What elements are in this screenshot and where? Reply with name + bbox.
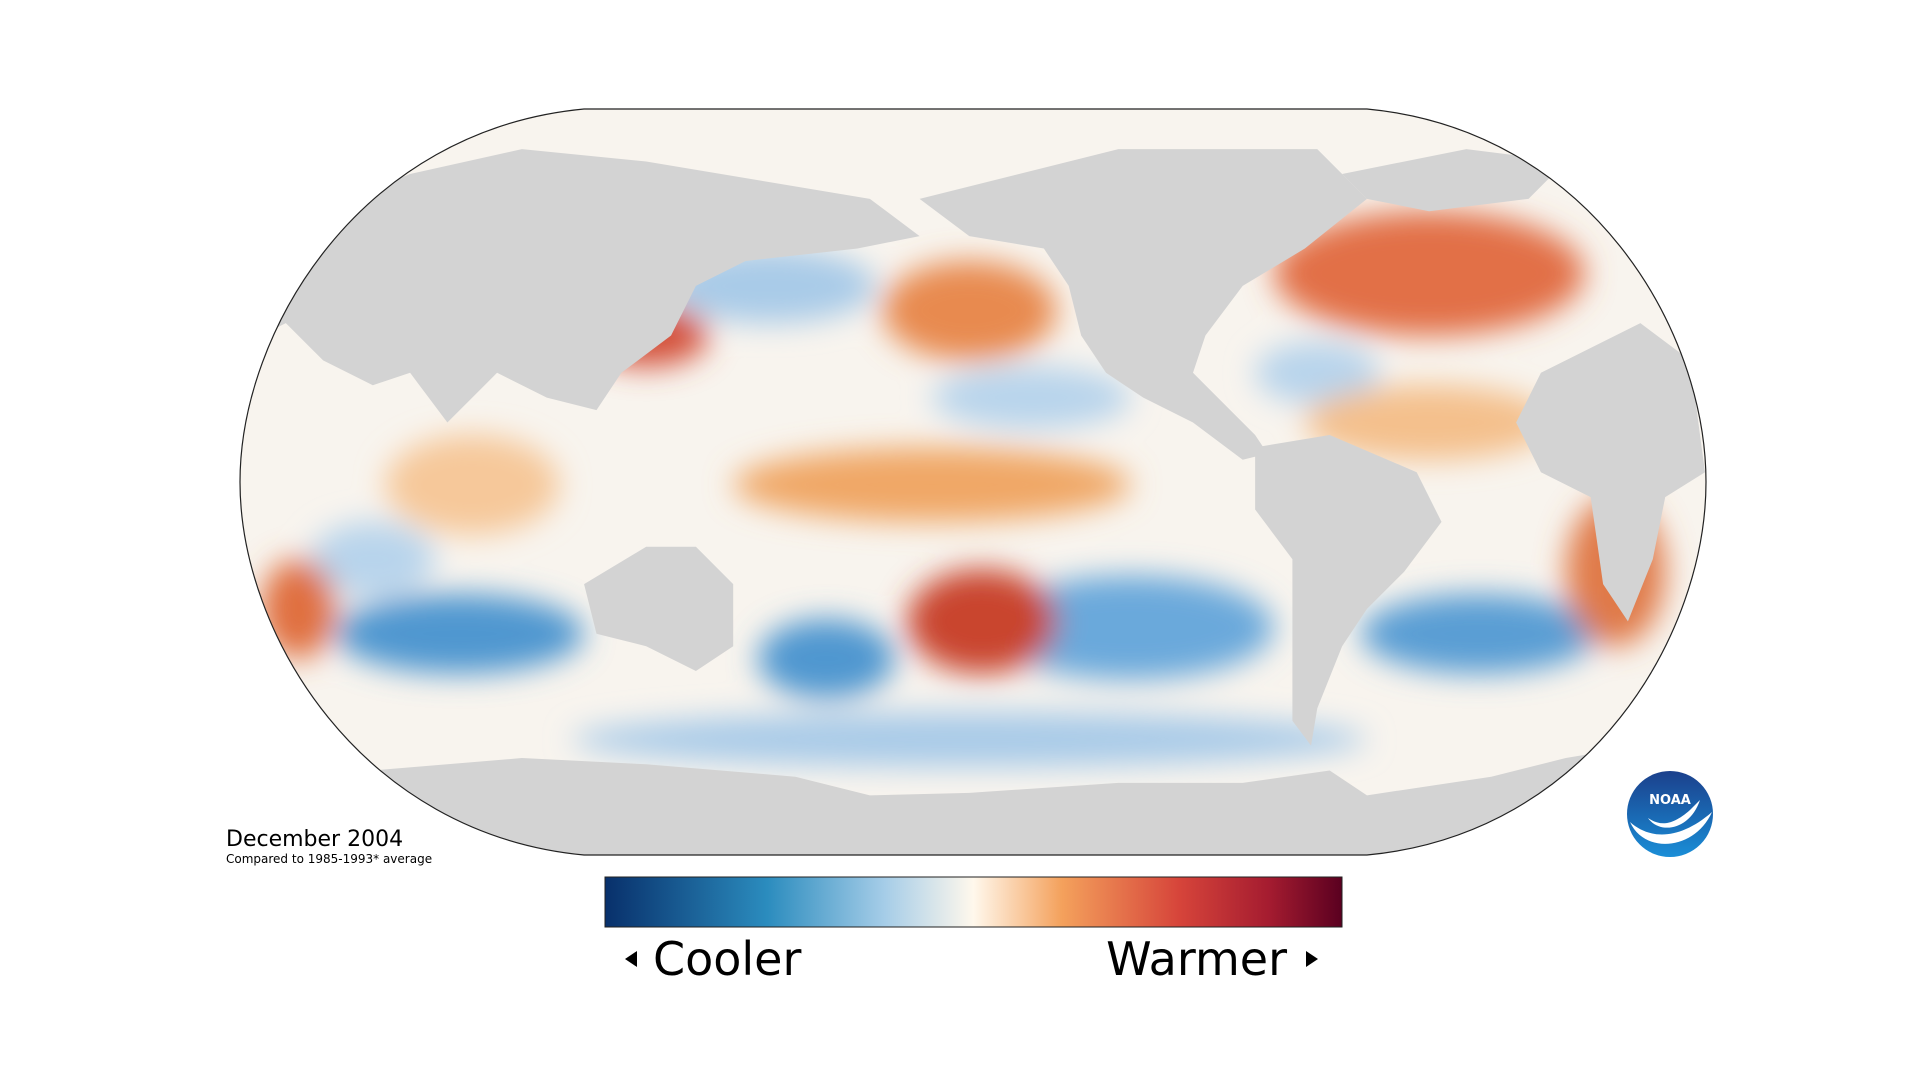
land	[260, 149, 1706, 855]
warm-arrow	[1306, 951, 1318, 967]
anomaly-field	[260, 211, 1666, 767]
date-label: December 2004	[226, 827, 403, 852]
color-scale	[604, 876, 1343, 928]
cool-arrow	[625, 951, 637, 967]
noaa-logo: NOAA	[1625, 769, 1715, 859]
cool-label: Cooler	[653, 932, 801, 986]
baseline-note: Compared to 1985-1993* average	[226, 852, 432, 866]
map-outline	[239, 108, 1707, 856]
logo-text: NOAA	[1649, 793, 1691, 808]
map-body	[240, 109, 1706, 855]
warm-label: Warmer	[1106, 932, 1287, 986]
